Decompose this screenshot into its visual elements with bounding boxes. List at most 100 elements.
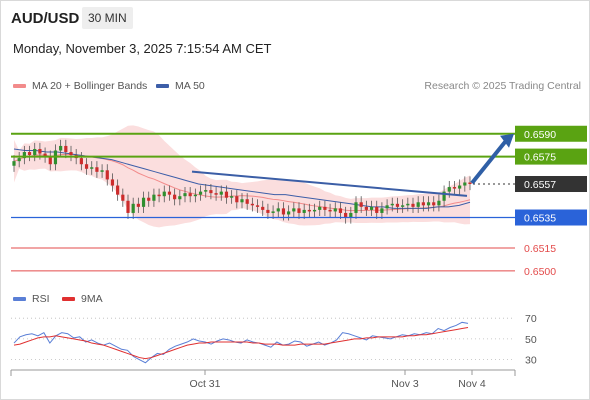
rsi-tick-label: 50 (525, 334, 537, 346)
candle-body (121, 194, 125, 201)
candle-body (105, 170, 109, 180)
candle-body (27, 152, 32, 156)
legend-ma50-label: MA 50 (175, 80, 205, 92)
candle-body (401, 205, 405, 207)
candle-body (323, 206, 327, 210)
candle-body (183, 193, 187, 197)
symbol-title: AUD/USD (11, 10, 80, 27)
candles (12, 139, 472, 224)
timeframe-badge[interactable]: 30 MIN (82, 7, 133, 29)
candle-body (266, 209, 270, 213)
candle-body (426, 202, 431, 206)
candle-body (312, 209, 317, 212)
candle-body (84, 164, 89, 169)
forecast-arrow-shaft (470, 139, 508, 185)
candle-body (395, 203, 400, 207)
price-levels: 0.6590 0.6575 0.6557 0.6535 0.6515 0.6500 (11, 125, 587, 278)
candle-body (364, 206, 368, 210)
legend-rsi-label: RSI (32, 293, 50, 305)
candle-body (442, 191, 446, 201)
candle-body (157, 194, 161, 197)
candle-body (245, 199, 249, 204)
candle-body (432, 202, 436, 206)
candle-body (271, 211, 275, 213)
candle-body (447, 187, 451, 192)
level-label-box (515, 125, 587, 142)
candle-body (458, 185, 462, 189)
candle-body (302, 209, 306, 213)
legend-rsi-ma-label: 9MA (81, 293, 103, 305)
candle-body (116, 185, 120, 195)
rsi-tick-label: 70 (525, 313, 537, 325)
candle-body (12, 161, 16, 166)
level-label: 0.6500 (524, 266, 556, 278)
candle-body (359, 202, 363, 207)
candle-body (416, 202, 420, 207)
legend-rsi: RSI (13, 293, 50, 305)
candle-body (90, 167, 94, 169)
rsi-ma-line (13, 327, 469, 360)
candle-body (369, 206, 374, 210)
datetime-label: Monday, November 3, 2025 7:15:54 AM CET (13, 41, 272, 56)
candle-body (209, 190, 213, 194)
candle-body (110, 179, 115, 186)
x-tick-label: Oct 31 (190, 378, 221, 390)
candle-body (281, 208, 286, 215)
candle-body (437, 200, 441, 206)
rsi-ma-swatch (62, 297, 75, 301)
candle-body (152, 194, 156, 201)
candle-body (193, 194, 197, 197)
candle-body (235, 196, 239, 203)
candle-body (250, 203, 254, 206)
legend-ma50: MA 50 (156, 80, 205, 92)
level-label: 0.6557 (524, 179, 556, 191)
x-tick-label: Nov 3 (391, 378, 419, 390)
candle-body (390, 203, 394, 206)
candle-body (141, 197, 146, 207)
candle-body (375, 206, 379, 213)
candle-body (261, 206, 265, 210)
candle-body (198, 191, 203, 195)
candle-body (214, 193, 218, 195)
level-label: 0.6515 (524, 243, 556, 255)
candle-body (230, 196, 234, 198)
candle-body (219, 191, 223, 195)
candle-body (33, 148, 37, 156)
rsi-line (13, 321, 469, 364)
candle-body (59, 145, 63, 151)
candle-body (162, 191, 166, 197)
candle-body (255, 205, 260, 207)
ma20-swatch (13, 84, 26, 88)
candle-body (344, 212, 348, 218)
candle-body (79, 158, 83, 165)
candle-body (38, 148, 42, 154)
research-credit: Research © 2025 Trading Central (424, 80, 581, 92)
candle-body (147, 197, 151, 201)
candle-body (385, 205, 389, 209)
candle-body (100, 170, 104, 172)
candle-body (287, 211, 291, 215)
candle-body (136, 203, 140, 207)
candle-body (167, 191, 172, 195)
candle-body (421, 202, 425, 206)
candle-body (95, 167, 99, 172)
candle-body (126, 200, 130, 213)
candle-body (297, 208, 301, 213)
candle-body (406, 203, 410, 206)
candle-body (338, 208, 343, 213)
trendline (191, 170, 468, 197)
candle-body (380, 208, 384, 213)
candle-body (204, 190, 208, 192)
candle-body (43, 153, 47, 157)
legend-ma20: MA 20 + Bollinger Bands (13, 80, 147, 92)
candle-body (354, 202, 358, 213)
candle-body (333, 208, 337, 212)
candle-body (463, 182, 467, 186)
level-label: 0.6575 (524, 152, 556, 164)
candle-body (131, 203, 135, 213)
legend-ma20-label: MA 20 + Bollinger Bands (32, 80, 148, 92)
candle-body (468, 182, 472, 185)
candle-body (173, 194, 177, 200)
candle-body (349, 212, 353, 218)
